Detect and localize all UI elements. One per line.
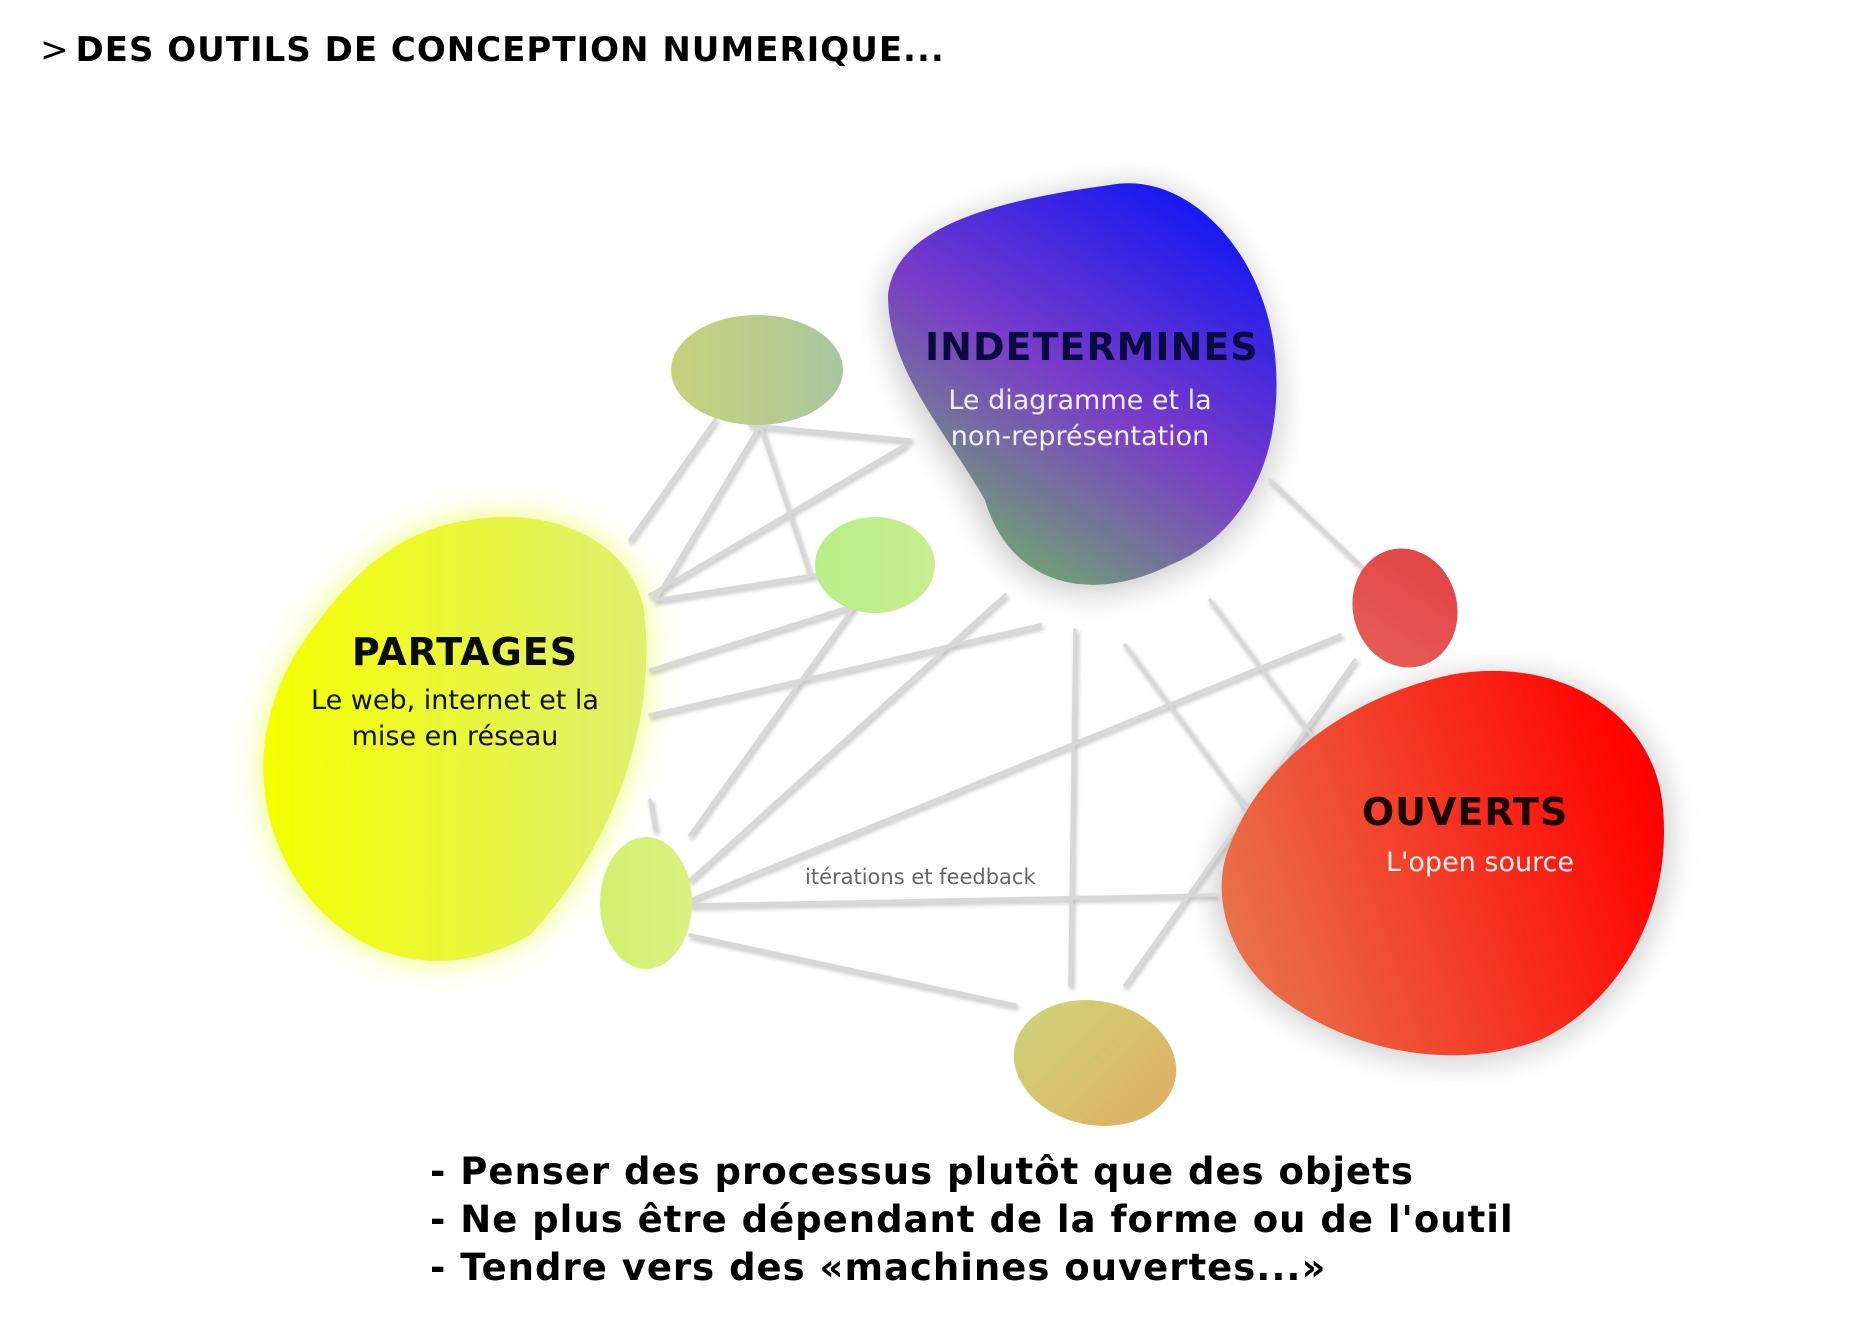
bullet-item: - Tendre vers des «machines ouvertes...»	[430, 1246, 1327, 1289]
bullet-item: - Ne plus être dépendant de la forme ou …	[430, 1198, 1514, 1241]
page-title: > DES OUTILS DE CONCEPTION NUMERIQUE...	[40, 30, 945, 70]
bullet-item: - Penser des processus plutôt que des ob…	[430, 1150, 1414, 1193]
ouverts-node	[1221, 670, 1665, 1056]
small-node-middle	[815, 517, 935, 613]
small-node-bottom	[1013, 1000, 1177, 1126]
ouverts-subtitle: L'open source	[1385, 847, 1575, 878]
title-text: DES OUTILS DE CONCEPTION NUMERIQUE...	[75, 30, 945, 70]
small-node-left	[600, 837, 692, 969]
indetermines-subtitle-2: non-représentation	[950, 421, 1210, 452]
edges	[628, 418, 1369, 1010]
partages-subtitle-2: mise en réseau	[351, 721, 559, 752]
edge-label-iterations: itérations et feedback	[805, 865, 1036, 889]
small-node-top	[671, 315, 843, 425]
small-node-red	[1352, 548, 1458, 668]
small-nodes	[600, 315, 1458, 1126]
partages-subtitle-1: Le web, internet et la	[311, 685, 599, 716]
partages-node	[263, 516, 647, 961]
bullet-list: - Penser des processus plutôt que des ob…	[430, 1148, 1514, 1292]
indetermines-node	[888, 183, 1277, 585]
indetermines-subtitle-1: Le diagramme et la	[948, 385, 1212, 416]
title-prefix: >	[40, 30, 70, 70]
indetermines-title: INDETERMINES	[925, 325, 1259, 369]
partages-title: PARTAGES	[351, 630, 579, 674]
edge-lines	[628, 418, 1367, 1007]
ouverts-title: OUVERTS	[1361, 790, 1569, 834]
